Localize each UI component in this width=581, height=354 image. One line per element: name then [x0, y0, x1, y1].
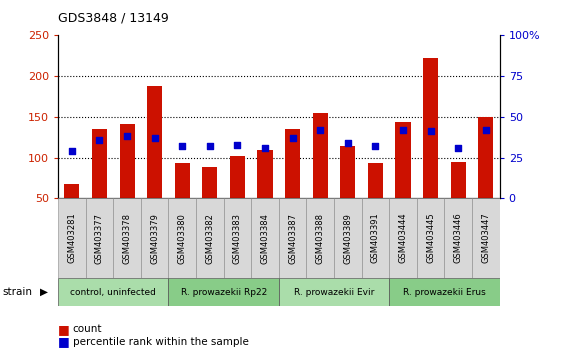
Text: percentile rank within the sample: percentile rank within the sample — [73, 337, 249, 347]
Text: ■: ■ — [58, 323, 70, 336]
Bar — [396, 122, 411, 239]
Bar — [175, 163, 190, 239]
Bar — [120, 124, 135, 239]
Text: GSM403446: GSM403446 — [454, 213, 462, 263]
Point — [399, 127, 408, 133]
Text: ▶: ▶ — [40, 287, 48, 297]
Bar — [113, 198, 141, 278]
Point — [233, 142, 242, 147]
Text: GSM403382: GSM403382 — [206, 213, 214, 263]
Point — [288, 135, 297, 141]
Bar — [64, 184, 80, 239]
Bar — [340, 146, 356, 239]
Text: GSM403377: GSM403377 — [95, 212, 104, 264]
Text: GSM403444: GSM403444 — [399, 213, 407, 263]
Bar — [58, 198, 86, 278]
Point — [371, 143, 380, 149]
Text: strain: strain — [3, 287, 33, 297]
Point — [260, 145, 270, 150]
Text: R. prowazekii Erus: R. prowazekii Erus — [403, 287, 486, 297]
Bar — [58, 279, 168, 306]
Text: ■: ■ — [58, 335, 70, 348]
Text: GSM403383: GSM403383 — [233, 212, 242, 264]
Text: R. prowazekii Rp22: R. prowazekii Rp22 — [181, 287, 267, 297]
Bar — [472, 198, 500, 278]
Text: count: count — [73, 324, 102, 334]
Bar — [279, 279, 389, 306]
Bar — [361, 198, 389, 278]
Text: GSM403380: GSM403380 — [178, 213, 187, 263]
Text: GSM403445: GSM403445 — [426, 213, 435, 263]
Point — [67, 148, 77, 154]
Text: GSM403391: GSM403391 — [371, 213, 380, 263]
Bar — [334, 198, 361, 278]
Text: R. prowazekii Evir: R. prowazekii Evir — [294, 287, 374, 297]
Point — [454, 145, 463, 150]
Bar — [368, 163, 383, 239]
Bar — [224, 198, 251, 278]
Bar — [307, 198, 334, 278]
Text: GSM403384: GSM403384 — [261, 213, 270, 263]
Point — [343, 140, 353, 146]
Point — [315, 127, 325, 133]
Bar — [423, 58, 438, 239]
Bar — [230, 156, 245, 239]
Bar — [451, 161, 466, 239]
Text: GDS3848 / 13149: GDS3848 / 13149 — [58, 12, 169, 25]
Bar — [478, 117, 493, 239]
Text: GSM403388: GSM403388 — [316, 212, 325, 264]
Bar — [313, 113, 328, 239]
Bar — [141, 198, 168, 278]
Point — [95, 137, 104, 142]
Bar — [285, 129, 300, 239]
Bar — [92, 129, 107, 239]
Point — [178, 143, 187, 149]
Bar — [444, 198, 472, 278]
Point — [150, 135, 159, 141]
Bar — [147, 86, 162, 239]
Point — [205, 143, 214, 149]
Bar — [202, 167, 217, 239]
Bar — [417, 198, 444, 278]
Bar — [168, 279, 279, 306]
Point — [481, 127, 490, 133]
Bar — [279, 198, 307, 278]
Text: GSM403379: GSM403379 — [150, 213, 159, 263]
Text: GSM403387: GSM403387 — [288, 212, 297, 264]
Bar — [196, 198, 224, 278]
Text: GSM403447: GSM403447 — [482, 213, 490, 263]
Bar — [389, 198, 417, 278]
Bar — [251, 198, 279, 278]
Point — [123, 133, 132, 139]
Bar — [389, 279, 500, 306]
Text: control, uninfected: control, uninfected — [70, 287, 156, 297]
Bar — [86, 198, 113, 278]
Bar — [257, 150, 272, 239]
Text: GSM403281: GSM403281 — [67, 213, 76, 263]
Text: GSM403378: GSM403378 — [123, 212, 131, 264]
Bar — [168, 198, 196, 278]
Point — [426, 129, 435, 134]
Text: GSM403389: GSM403389 — [343, 213, 352, 263]
